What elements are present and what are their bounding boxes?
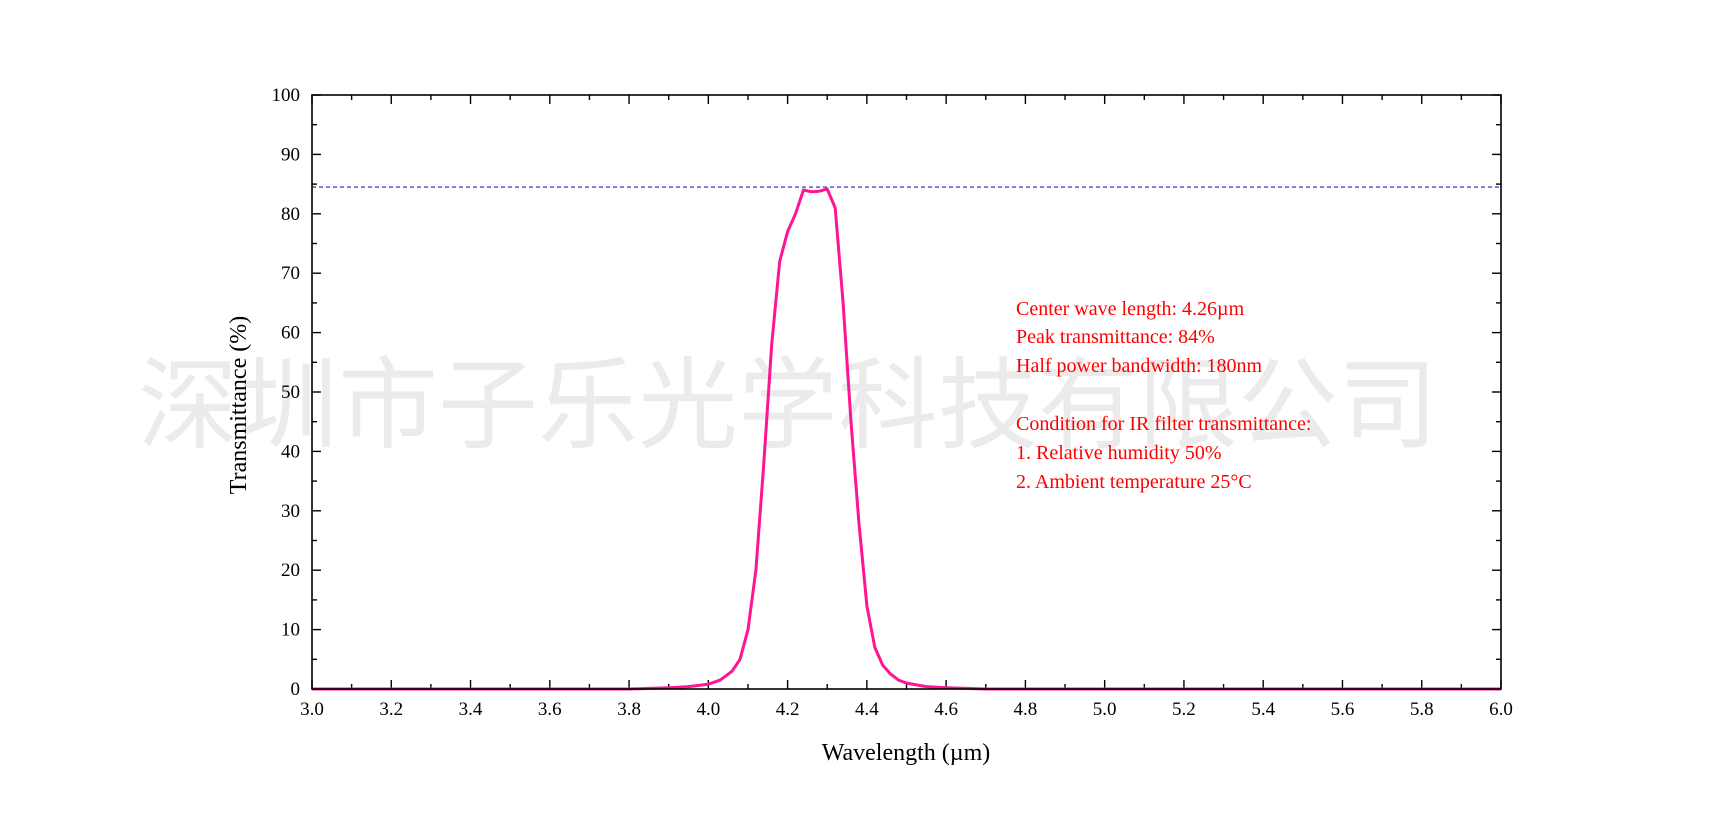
x-tick-label: 5.6 [1331,699,1355,720]
y-tick-label: 40 [281,441,300,462]
y-tick-label: 50 [281,382,300,403]
annotation-temperature: 2. Ambient temperature 25°C [1016,471,1252,493]
axis-tick-labels: 3.0 3.2 3.4 3.6 3.8 4.0 4.2 4.4 4.6 4.8 5.0 5.2 5.4 5… [272,85,1513,720]
x-tick-label: 5.8 [1410,699,1434,720]
y-tick-label: 70 [281,263,300,284]
x-tick-label: 4.2 [776,699,800,720]
annotation-peak-transmittance: Peak transmittance: 84% [1016,326,1215,348]
y-tick-label: 10 [281,620,300,641]
annotation-center-wavelength: Center wave length: 4.26µm [1016,298,1245,320]
x-axis-title: Wavelength (µm) [822,740,991,766]
x-tick-label: 5.2 [1172,699,1196,720]
x-tick-label: 3.0 [300,699,324,720]
series-line [312,187,1501,691]
x-tick-label: 5.4 [1251,699,1275,720]
x-tick-label: 4.6 [934,699,958,720]
y-tick-label: 80 [281,204,300,225]
y-tick-label: 60 [281,323,300,344]
x-tick-label: 3.4 [459,699,483,720]
y-tick-label: 30 [281,501,300,522]
annotation-bandwidth: Half power bandwidth: 180nm [1016,355,1263,377]
x-tick-label: 3.2 [379,699,403,720]
x-tick-label: 5.0 [1093,699,1117,720]
y-tick-label: 90 [281,144,300,165]
x-tick-label: 4.4 [855,699,879,720]
y-axis-title: Transmittance (%) [226,316,252,494]
y-tick-label: 100 [272,85,301,106]
plot-frame [311,94,1502,690]
annotation-humidity: 1. Relative humidity 50% [1016,442,1222,464]
annotation-condition-title: Condition for IR filter transmittance: [1016,413,1312,435]
y-tick-label: 0 [291,679,301,700]
x-tick-label: 3.8 [617,699,641,720]
x-tick-label: 3.6 [538,699,562,720]
annotation-block: Center wave length: 4.26µm Peak transmit… [1016,298,1312,493]
x-tick-label: 4.0 [696,699,720,720]
x-tick-label: 6.0 [1489,699,1513,720]
x-tick-label: 4.8 [1014,699,1038,720]
y-tick-label: 20 [281,560,300,581]
watermark: 深圳市子乐光学科技有限公司 [138,347,1438,464]
